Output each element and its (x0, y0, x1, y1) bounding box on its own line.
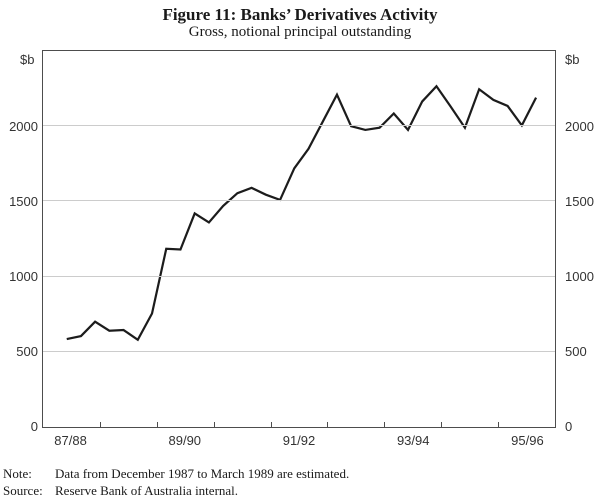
note-text: Data from December 1987 to March 1989 ar… (55, 466, 350, 481)
derivatives-series-line (66, 84, 538, 342)
x-axis-labels: 87/88 89/90 91/92 93/94 95/96 (42, 433, 556, 449)
y-tick-label-left-1000: 1000 (9, 268, 38, 284)
plot-area (43, 51, 555, 427)
source-label: Source: (3, 483, 43, 498)
source-text: Reserve Bank of Australia internal. (55, 483, 239, 498)
x-axis-tick-1 (99, 422, 101, 427)
x-axis-tick-2 (156, 422, 158, 427)
y-axis-unit-right: $b (565, 52, 580, 67)
y-axis-labels-left: 0 500 1000 1500 2000 (0, 51, 38, 434)
note-label: Note: (3, 466, 32, 481)
y-axis-unit-left: $b (20, 52, 35, 67)
x-axis-tick-5 (327, 422, 329, 427)
source-row: Source: Reserve Bank of Australia intern… (3, 483, 597, 500)
series-svg (66, 84, 538, 342)
figure-footer: Note: Data from December 1987 to March 1… (3, 466, 597, 500)
y-tick-label-left-2000: 2000 (9, 118, 38, 134)
x-tick-label-91-92: 91/92 (282, 433, 316, 448)
y-tick-label-left-1500: 1500 (9, 193, 38, 209)
chart-title: Figure 11: Banks’ Derivatives Activity (162, 5, 438, 24)
note-row: Note: Data from December 1987 to March 1… (3, 466, 597, 483)
y-tick-label-left-0: 0 (30, 418, 38, 434)
gridline-500 (43, 350, 555, 352)
x-axis-tick-7 (441, 422, 443, 427)
y-tick-label-right-1000: 1000 (565, 268, 594, 284)
x-tick-label-93-94: 93/94 (396, 433, 430, 448)
x-tick-label-87-88: 87/88 (54, 433, 87, 448)
gridline-1500 (43, 200, 555, 202)
x-tick-label-89-90: 89/90 (168, 433, 202, 448)
x-axis-tick-4 (270, 422, 272, 427)
y-tick-label-right-1500: 1500 (565, 193, 594, 209)
gridline-1000 (43, 275, 555, 277)
x-tick-label-95-96: 95/96 (511, 433, 544, 448)
y-axis-labels-right: 0 500 1000 1500 2000 (565, 51, 600, 434)
chart-subtitle: Gross, notional principal outstanding (188, 24, 412, 40)
x-axis-tick-8 (498, 422, 500, 427)
y-tick-label-right-500: 500 (565, 343, 587, 359)
y-tick-label-left-500: 500 (16, 343, 38, 359)
y-tick-label-right-2000: 2000 (565, 118, 594, 134)
x-axis-tick-3 (213, 422, 215, 427)
gridline-2000 (43, 125, 555, 127)
x-axis-tick-6 (384, 422, 386, 427)
y-tick-label-right-0: 0 (565, 418, 573, 434)
plot-frame (42, 50, 556, 428)
